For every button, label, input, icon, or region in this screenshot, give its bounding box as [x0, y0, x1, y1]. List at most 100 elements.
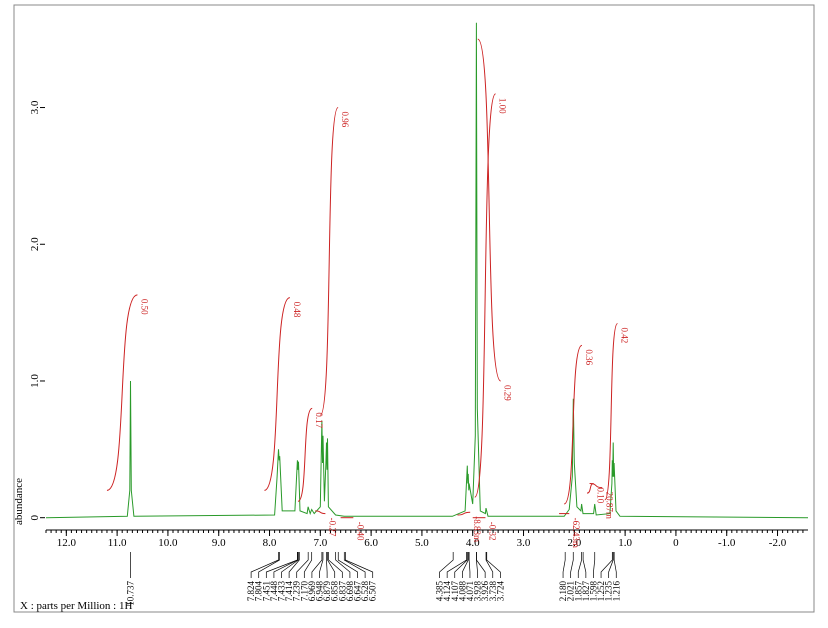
peak-connector	[273, 552, 298, 578]
peak-connector	[345, 552, 374, 578]
x-tick-label: 12.0	[57, 537, 77, 549]
peak-label: 4.124	[442, 581, 452, 602]
spectrum-line	[45, 22, 809, 519]
peak-label: 4.385	[435, 581, 445, 602]
integral-curve	[106, 294, 138, 491]
integral-label: 0.48	[292, 302, 302, 318]
x-tick-label: 0	[673, 537, 679, 549]
peak-connector	[328, 552, 343, 578]
integral-curve	[264, 297, 291, 491]
peak-label: 4.071	[465, 581, 475, 601]
x-tick-label: -2.0	[769, 537, 787, 549]
x-tick-label: 8.0	[263, 537, 277, 549]
peak-connector	[319, 552, 324, 578]
peak-connector	[593, 552, 596, 578]
peak-label: 3.928	[473, 581, 483, 602]
integral-label: 0.10	[596, 488, 606, 504]
peak-label: 7.170	[299, 581, 309, 602]
integral-label: 0.17	[314, 412, 324, 428]
peak-connector	[468, 552, 471, 578]
peak-connector	[476, 552, 486, 578]
peak-connector	[577, 552, 582, 578]
peak-label: 3.724	[495, 581, 505, 602]
peak-connector	[311, 552, 323, 578]
peak-label: 6.879	[322, 581, 332, 602]
peak-label: 7.824	[246, 581, 256, 602]
x-tick-label: 1.0	[618, 537, 632, 549]
peak-connector	[327, 552, 336, 578]
y-tick-label: 1.0	[29, 374, 41, 388]
integral-label: -0.27	[327, 518, 337, 537]
x-tick-label: 5.0	[415, 537, 429, 549]
peak-connector	[562, 552, 566, 578]
peak-label: 6.858	[330, 581, 340, 602]
peak-label: 6.507	[368, 581, 378, 602]
peak-label: 6.698	[345, 581, 355, 602]
peak-connector	[446, 552, 467, 578]
integral-label: 20.87m	[604, 492, 614, 519]
integral-curve	[457, 511, 471, 516]
integral-label: 0.50	[139, 299, 149, 315]
peak-connector	[288, 552, 300, 578]
y-tick-label: 0	[29, 514, 41, 520]
integral-curve	[589, 483, 603, 489]
peak-connector	[570, 552, 574, 578]
peak-label: 6.969	[307, 581, 317, 602]
x-tick-label: 11.0	[108, 537, 127, 549]
peak-connector	[582, 552, 587, 578]
peak-label: 3.738	[488, 581, 498, 602]
integral-label: 1.00	[498, 98, 508, 114]
x-tick-label: 3.0	[517, 537, 531, 549]
x-tick-label: 10.0	[158, 537, 178, 549]
peak-connector	[613, 552, 617, 578]
peak-label: 7.448	[269, 581, 279, 602]
peak-connector	[335, 552, 351, 578]
peak-label: 7.433	[277, 581, 287, 602]
integral-label: -0.32	[487, 522, 497, 541]
peak-label: 1.235	[604, 581, 614, 602]
peak-connector	[296, 552, 309, 578]
peak-label: 7.239	[292, 581, 302, 602]
integral-curve	[474, 93, 497, 498]
peak-label: 10.737	[125, 581, 135, 606]
peak-connector	[600, 552, 613, 578]
integral-label: -62.43m	[571, 518, 581, 548]
peak-label: 1.598	[588, 581, 598, 602]
x-tick-label: 7.0	[313, 537, 327, 549]
integral-curve	[315, 510, 326, 515]
x-tick-label: 4.0	[466, 537, 480, 549]
peak-label: 1.827	[581, 581, 591, 602]
peak-connector	[439, 552, 454, 578]
y-axis-label: abundance	[13, 478, 25, 525]
peak-label: 2.180	[558, 581, 568, 602]
peak-connector	[337, 552, 358, 578]
peak-label: 6.948	[315, 581, 325, 602]
peak-connector	[326, 552, 328, 578]
peak-connector	[485, 552, 494, 578]
integral-label: 0.36	[584, 349, 594, 365]
peak-label: 2.021	[566, 581, 576, 601]
integral-label: -8.83m	[472, 516, 482, 542]
peak-connector	[250, 552, 279, 578]
integral-curve	[319, 107, 339, 416]
integral-curve	[586, 483, 594, 494]
integral-label: 0.96	[340, 112, 350, 128]
x-tick-label: 2.0	[567, 537, 581, 549]
integral-label: 0.42	[620, 328, 630, 344]
peak-label: 6.528	[360, 581, 370, 602]
peak-connector	[454, 552, 468, 578]
integral-curve	[297, 407, 313, 502]
peak-label: 7.414	[284, 581, 294, 602]
peak-connector	[281, 552, 299, 578]
peak-label: 7.451	[261, 581, 271, 601]
peak-label: 4.088	[457, 581, 467, 602]
peak-connector	[303, 552, 313, 578]
y-tick-label: 3.0	[29, 100, 41, 114]
x-tick-label: -1.0	[718, 537, 736, 549]
x-tick-label: 6.0	[364, 537, 378, 549]
peak-connector	[462, 552, 469, 578]
integral-curve	[563, 344, 583, 505]
integral-curve	[477, 38, 502, 382]
peak-connector	[486, 552, 501, 578]
